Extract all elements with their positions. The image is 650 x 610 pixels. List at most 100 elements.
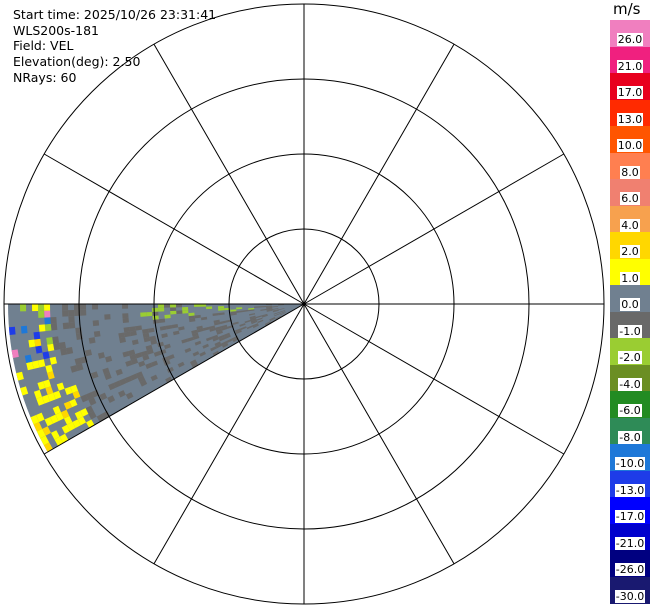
velocity-cell bbox=[44, 417, 54, 427]
velocity-cell bbox=[45, 386, 54, 395]
colorbar-label: 2.0 bbox=[620, 245, 640, 258]
velocity-cell bbox=[182, 310, 189, 314]
velocity-cell bbox=[250, 318, 257, 322]
velocity-cell bbox=[104, 372, 112, 380]
velocity-cell bbox=[251, 320, 258, 325]
velocity-cell bbox=[130, 358, 139, 365]
velocity-cell bbox=[122, 317, 129, 324]
velocity-cell bbox=[279, 311, 286, 314]
velocity-cell bbox=[176, 310, 183, 315]
velocity-cell bbox=[68, 322, 76, 329]
velocity-cell bbox=[52, 405, 61, 415]
velocity-cell bbox=[37, 381, 46, 390]
colorbar-label: -10.0 bbox=[614, 457, 646, 470]
velocity-cell bbox=[191, 329, 198, 335]
velocity-cell bbox=[218, 306, 225, 309]
velocity-cell bbox=[97, 352, 106, 359]
velocity-cell bbox=[191, 332, 199, 337]
velocity-cell bbox=[47, 371, 55, 380]
velocity-cell bbox=[244, 319, 251, 324]
velocity-cell bbox=[70, 384, 79, 393]
velocity-cell bbox=[152, 319, 160, 324]
velocity-cell bbox=[44, 317, 51, 325]
velocity-cell bbox=[113, 380, 122, 388]
velocity-cell bbox=[159, 325, 167, 331]
velocity-cell bbox=[33, 331, 41, 340]
velocity-cell bbox=[118, 332, 126, 339]
velocity-cell bbox=[142, 328, 149, 334]
colorbar-label: -30.0 bbox=[614, 589, 646, 603]
velocity-cell bbox=[107, 395, 116, 403]
velocity-cell bbox=[202, 326, 210, 331]
velocity-cell bbox=[28, 339, 36, 348]
colorbar-label: -8.0 bbox=[618, 430, 642, 444]
velocity-cell bbox=[40, 435, 50, 446]
velocity-cell bbox=[182, 307, 189, 311]
velocity-cell bbox=[62, 322, 70, 330]
velocity-cell bbox=[8, 326, 16, 335]
velocity-cell bbox=[194, 314, 201, 319]
velocity-cell bbox=[192, 335, 200, 340]
velocity-cell bbox=[273, 312, 280, 315]
velocity-cell bbox=[125, 360, 133, 367]
velocity-cell bbox=[84, 349, 93, 357]
velocity-cell bbox=[219, 320, 227, 325]
velocity-cell bbox=[249, 316, 257, 320]
colorbar-label: 10.0 bbox=[616, 139, 644, 152]
velocity-cell bbox=[99, 392, 108, 401]
velocity-cell bbox=[248, 307, 255, 310]
velocity-cell bbox=[170, 304, 177, 308]
velocity-cell bbox=[66, 347, 74, 355]
velocity-cell bbox=[248, 313, 256, 316]
velocity-cell bbox=[80, 309, 87, 316]
velocity-cell bbox=[60, 348, 68, 356]
velocity-cell bbox=[260, 308, 267, 311]
velocity-cell bbox=[139, 379, 148, 387]
azimuth-spoke bbox=[303, 303, 565, 455]
velocity-cell bbox=[88, 337, 96, 344]
velocity-cell bbox=[240, 326, 247, 331]
velocity-cell bbox=[223, 332, 231, 337]
velocity-cell bbox=[242, 309, 249, 313]
azimuth-spoke bbox=[153, 303, 305, 565]
azimuth-spoke bbox=[303, 303, 455, 565]
azimuth-spoke bbox=[303, 43, 455, 305]
velocity-cell bbox=[266, 307, 273, 309]
velocity-cell bbox=[43, 379, 52, 389]
velocity-cell bbox=[209, 327, 216, 332]
velocity-cell bbox=[152, 315, 159, 320]
velocity-cell bbox=[261, 314, 268, 318]
velocity-cell bbox=[63, 401, 72, 410]
velocity-cell bbox=[236, 310, 243, 313]
velocity-cell bbox=[230, 309, 237, 312]
velocity-cell bbox=[162, 356, 170, 363]
velocity-cell bbox=[26, 361, 34, 371]
colorbar-label: -13.0 bbox=[614, 483, 646, 497]
velocity-cell bbox=[42, 351, 50, 360]
colorbar-label: -6.0 bbox=[618, 404, 642, 417]
velocity-cell bbox=[141, 350, 149, 357]
velocity-cell bbox=[102, 367, 110, 375]
velocity-cell bbox=[176, 304, 183, 308]
velocity-cell bbox=[272, 309, 279, 312]
colorbar-label: -21.0 bbox=[614, 536, 646, 550]
velocity-cell bbox=[250, 319, 257, 323]
velocity-cell bbox=[108, 382, 116, 391]
velocity-cell bbox=[278, 308, 285, 311]
velocity-cell bbox=[124, 331, 131, 338]
velocity-cell bbox=[143, 336, 151, 343]
station-label: WLS200s-181 bbox=[13, 23, 99, 38]
velocity-cell bbox=[11, 349, 19, 358]
velocity-cell bbox=[215, 343, 223, 349]
velocity-cell bbox=[36, 396, 45, 406]
velocity-cell bbox=[30, 414, 40, 425]
colorbar-label: 21.0 bbox=[616, 59, 644, 73]
velocity-cell bbox=[135, 371, 144, 379]
velocity-cell bbox=[123, 326, 131, 333]
velocity-cell bbox=[44, 310, 51, 318]
velocity-cell bbox=[138, 360, 146, 368]
velocity-cell bbox=[125, 392, 134, 400]
velocity-cell bbox=[172, 330, 180, 336]
velocity-cell bbox=[60, 409, 70, 419]
velocity-cell bbox=[152, 311, 159, 316]
